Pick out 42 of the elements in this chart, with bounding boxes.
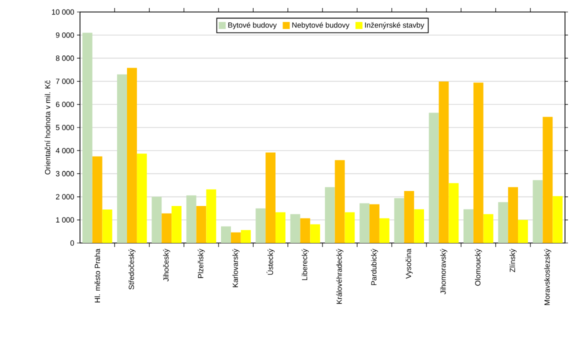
bar [186,195,196,243]
bar [240,230,251,243]
bar [552,196,563,243]
bar [324,187,335,243]
bar [379,218,390,243]
bar [508,187,518,243]
bar [136,154,147,243]
bar [438,82,449,243]
bar [196,206,206,243]
bar [518,220,528,243]
bar [360,203,370,243]
bar [276,212,286,243]
bar [290,214,300,243]
bar [448,183,459,243]
bar [172,206,182,243]
bar [404,191,414,243]
bar [102,210,112,243]
bar [127,68,137,243]
bar [414,209,424,243]
bar [152,196,162,243]
bar [428,112,439,243]
bar [206,189,216,243]
bar [370,204,380,243]
bar [334,160,345,243]
bar [162,213,172,243]
bar [344,212,355,243]
bar [92,156,102,243]
bar [498,202,508,243]
bar [266,152,276,243]
bar [542,116,553,243]
bar [256,208,266,243]
bar [532,180,543,243]
bar [221,226,231,243]
bar [300,218,310,243]
bar [82,32,92,243]
bar [473,82,484,243]
bar [483,214,494,243]
bar [230,232,241,243]
bar [310,224,320,243]
bar [394,198,404,243]
bar [117,74,127,243]
bar [464,209,474,243]
